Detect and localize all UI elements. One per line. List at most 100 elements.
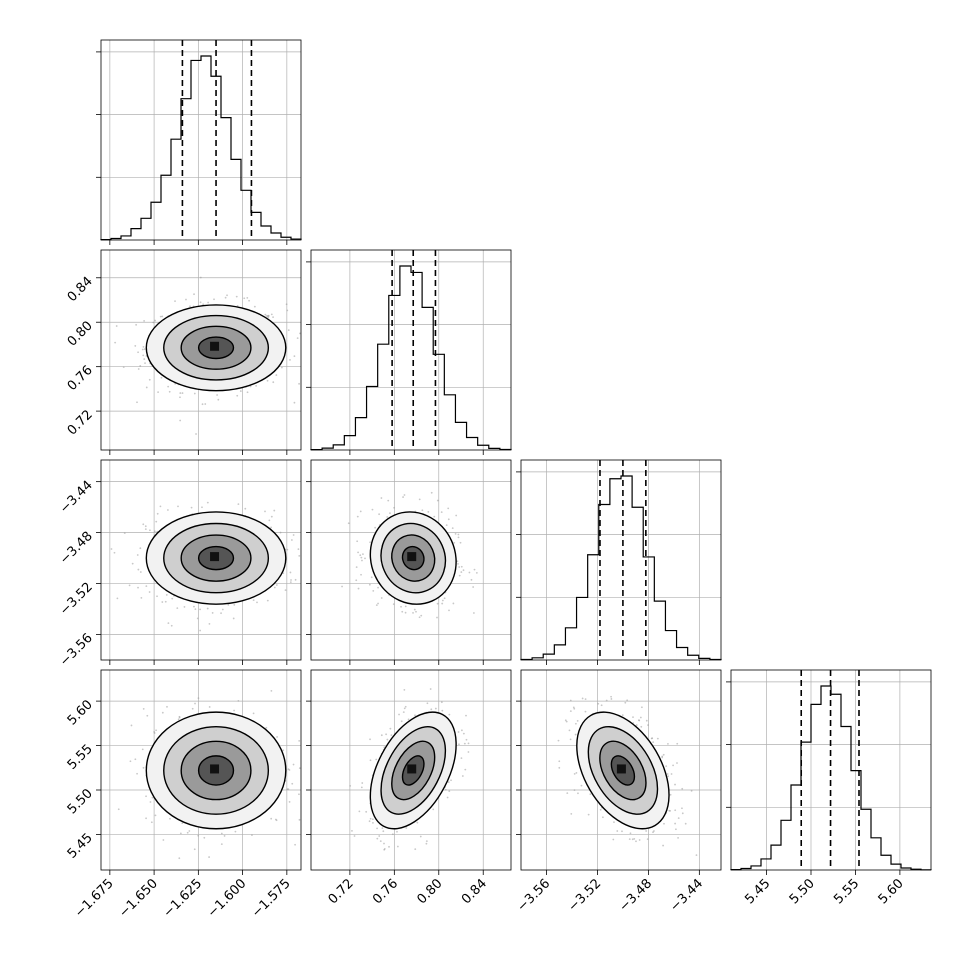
sample-point	[371, 508, 374, 511]
sample-point	[287, 788, 290, 791]
sample-point	[110, 548, 113, 550]
sample-point	[154, 319, 157, 322]
sample-point	[136, 401, 138, 404]
sample-point	[457, 533, 460, 536]
sample-point	[114, 341, 117, 344]
sample-point	[195, 433, 197, 435]
sample-point	[386, 516, 389, 518]
sample-point	[434, 707, 437, 710]
sample-point	[674, 822, 677, 825]
sample-point	[465, 714, 467, 717]
sample-point	[448, 609, 450, 612]
sample-point	[146, 714, 149, 717]
sample-point	[194, 608, 197, 610]
sample-point	[220, 832, 223, 835]
sample-point	[421, 509, 424, 512]
panel-content	[101, 460, 301, 660]
sample-point	[684, 822, 687, 825]
sample-point	[199, 629, 202, 632]
sample-point	[174, 300, 176, 303]
sample-point	[669, 809, 672, 812]
sample-point	[179, 832, 182, 835]
sample-point	[457, 731, 460, 733]
sample-point	[270, 526, 272, 529]
sample-point	[467, 751, 470, 753]
sample-point	[122, 366, 125, 369]
contour-line	[401, 545, 425, 571]
sample-point	[640, 706, 643, 709]
sample-point	[371, 818, 374, 821]
panel-frame	[520, 669, 722, 871]
sample-point	[573, 789, 576, 792]
sample-point	[282, 749, 285, 752]
sample-point	[136, 772, 138, 775]
sample-point	[387, 499, 390, 502]
contour-line	[576, 711, 670, 830]
sample-point	[386, 738, 389, 741]
sample-point	[148, 591, 151, 593]
sample-point	[364, 557, 366, 560]
sample-point	[299, 332, 301, 335]
panel-content	[311, 670, 511, 870]
x-tick-label: −3.48	[616, 876, 655, 915]
sample-point	[402, 711, 405, 713]
contour-line	[163, 726, 270, 815]
x-tick-label: 0.80	[415, 876, 446, 907]
sample-point	[383, 848, 386, 851]
sample-point	[159, 505, 162, 508]
sample-point	[460, 729, 463, 732]
sample-point	[185, 298, 187, 301]
sample-point	[675, 828, 677, 831]
sample-point	[297, 548, 300, 551]
sample-point	[566, 792, 569, 794]
sample-point	[475, 572, 478, 574]
sample-point	[197, 834, 200, 837]
sample-point	[302, 787, 304, 789]
y-tick-label: 5.55	[65, 742, 96, 773]
sample-point	[149, 529, 151, 532]
sample-point	[213, 298, 215, 301]
sample-point	[390, 734, 393, 737]
sample-point	[243, 297, 246, 300]
sample-point	[131, 562, 134, 565]
sample-point	[433, 515, 436, 518]
sample-point	[286, 309, 289, 312]
sample-point	[130, 724, 133, 727]
sample-point	[667, 742, 669, 745]
sample-point	[206, 501, 209, 504]
sample-point	[197, 697, 200, 700]
sample-point	[216, 394, 219, 396]
panel-2-0: −3.56 −3.52 −3.48 −3.44	[57, 459, 302, 670]
sample-point	[398, 713, 400, 716]
sample-point	[290, 539, 293, 541]
sample-point	[139, 364, 142, 367]
panel-3-0: −1.675 −1.650 −1.625 −1.600 −1.575 5.45 5.50 5.…	[65, 669, 304, 921]
sample-point	[361, 782, 364, 784]
sample-point	[193, 848, 196, 851]
sample-point	[368, 583, 371, 586]
sample-point	[289, 571, 292, 574]
sample-point	[441, 599, 444, 602]
sample-point	[396, 845, 399, 848]
sample-point	[356, 515, 359, 518]
sample-point	[155, 729, 157, 732]
sample-point	[372, 589, 375, 592]
sample-point	[275, 374, 278, 376]
panel-1-0: 0.72 0.76 0.80 0.84	[65, 249, 302, 455]
sample-point	[681, 812, 684, 815]
sample-point	[128, 584, 131, 587]
sample-point	[601, 816, 604, 819]
sample-point	[459, 541, 462, 544]
sample-point	[161, 315, 164, 318]
sample-point	[208, 622, 211, 625]
sample-point	[695, 854, 698, 857]
sample-point	[427, 511, 430, 513]
sample-point	[393, 506, 395, 509]
sample-point	[447, 518, 450, 521]
sample-point	[194, 702, 196, 705]
panel-frame	[100, 459, 302, 661]
sample-point	[276, 736, 278, 738]
sample-point	[621, 830, 623, 833]
sample-point	[473, 568, 476, 571]
